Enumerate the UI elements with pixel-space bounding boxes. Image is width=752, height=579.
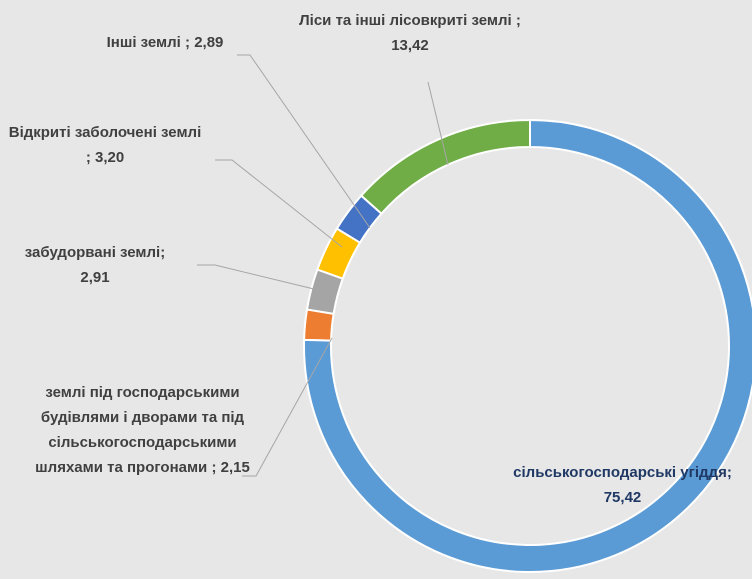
label-category: Ліси та інші лісовкриті землі ; [299, 12, 521, 29]
label-value: 2,89 [194, 34, 224, 51]
data-label: забудорвані землі; 2,91 [10, 240, 180, 290]
label-category: Відкриті заболочені землі ; [8, 124, 202, 166]
label-value: 2,15 [220, 459, 250, 476]
label-value: 3,20 [94, 149, 125, 166]
leader-line [242, 337, 333, 477]
label-category: Інші землі ; [106, 34, 191, 51]
donut-slice [303, 118, 752, 573]
label-value: 2,91 [80, 269, 110, 286]
donut-slice [305, 268, 344, 316]
data-label: Ліси та інші лісовкриті землі ; 13,42 [285, 8, 535, 58]
donut-slice [316, 227, 362, 281]
label-category: забудорвані землі; [24, 244, 166, 261]
donut-slice [303, 308, 335, 342]
donut-slice [359, 118, 531, 216]
leader-line [215, 159, 343, 248]
leader-line [197, 264, 319, 291]
leader-line [237, 54, 371, 229]
data-label: Інші землі ; 2,89 [90, 30, 240, 55]
data-label: сільськогосподарські угіддя; 75,42 [505, 460, 740, 510]
data-label: Відкриті заболочені землі ; 3,20 [5, 120, 205, 170]
leader-line [427, 81, 449, 166]
data-label: землі під господарськими будівлями і дво… [20, 380, 265, 480]
label-category: землі під господарськими будівлями і дво… [35, 384, 245, 476]
donut-slice [335, 194, 383, 245]
label-value: 13,42 [391, 37, 429, 54]
label-category: сільськогосподарські угіддя; [513, 464, 732, 481]
label-value: 75,42 [603, 489, 642, 506]
